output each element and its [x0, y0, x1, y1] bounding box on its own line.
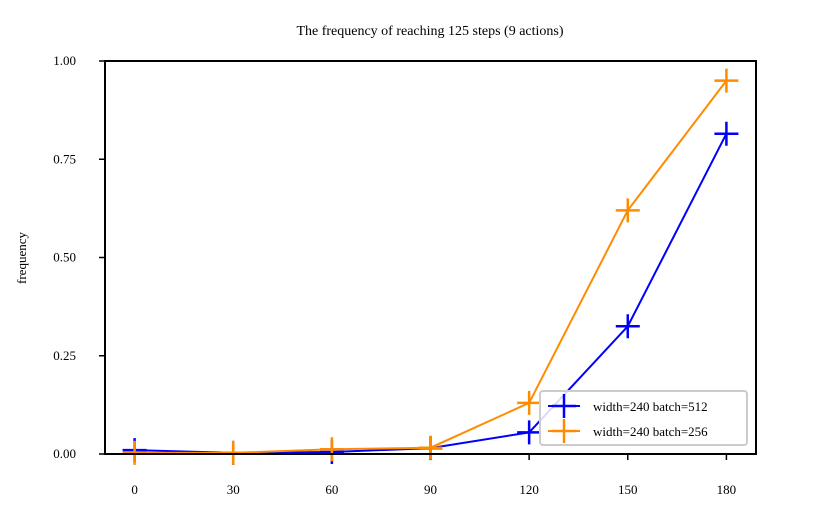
legend-box [539, 390, 748, 446]
x-axis-ticks: 0 30 60 90 120 150 180 [131, 454, 736, 497]
data-point-marker [221, 440, 246, 465]
x-tick-label: 90 [424, 482, 437, 497]
legend-marker [552, 394, 576, 418]
legend-label: width=240 batch=512 [593, 399, 708, 414]
y-tick-label: 0.00 [53, 446, 76, 461]
data-point-marker [714, 121, 739, 146]
data-point-marker [517, 420, 542, 445]
data-point-marker [122, 440, 147, 465]
data-point-marker [418, 435, 443, 460]
x-tick-label: 180 [717, 482, 737, 497]
legend-item: width=240 batch=512 [548, 394, 708, 418]
x-tick-label: 0 [131, 482, 138, 497]
data-point-marker [615, 314, 640, 339]
series-layer [122, 68, 739, 465]
y-tick-label: 0.75 [53, 151, 76, 166]
x-tick-label: 30 [227, 482, 240, 497]
y-tick-label: 0.50 [53, 250, 76, 265]
legend-label: width=240 batch=256 [593, 424, 708, 439]
plot-area-frame [104, 60, 757, 455]
series-2 [122, 68, 739, 465]
legend-item: width=240 batch=256 [548, 419, 708, 443]
x-tick-label: 120 [519, 482, 539, 497]
data-point-marker [615, 198, 640, 223]
y-tick-label: 1.00 [53, 53, 76, 68]
y-axis-label: frequency [14, 232, 29, 284]
y-axis-ticks: 0.00 0.25 0.50 0.75 1.00 [53, 53, 105, 461]
data-point-marker [517, 390, 542, 415]
data-point-marker [714, 68, 739, 93]
legend-marker [552, 419, 576, 443]
data-point-marker [319, 437, 344, 462]
x-tick-label: 150 [618, 482, 638, 497]
legend: width=240 batch=512 width=240 batch=256 [539, 390, 748, 446]
chart-title: The frequency of reaching 125 steps (9 a… [296, 24, 563, 39]
y-tick-label: 0.25 [53, 348, 76, 363]
x-tick-label: 60 [325, 482, 338, 497]
